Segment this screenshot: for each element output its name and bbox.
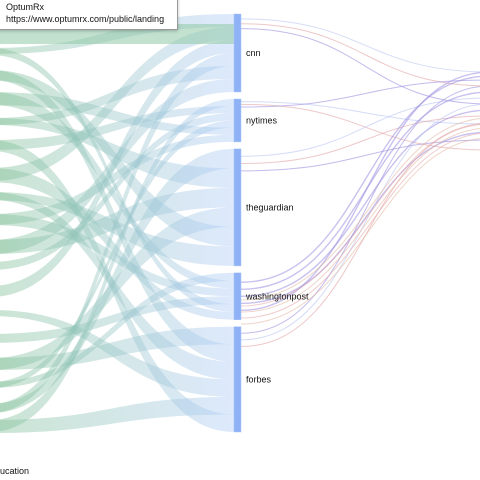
left-link[interactable]	[0, 27, 234, 181]
right-link[interactable]	[240, 23, 480, 87]
node-forbes[interactable]	[233, 326, 242, 433]
tooltip-url: https://www.optumrx.com/public/landing	[6, 14, 165, 24]
node-nytimes[interactable]	[233, 98, 242, 143]
node-washingtonpost[interactable]	[233, 272, 242, 320]
left-node-label-partial: ucation	[0, 466, 30, 476]
hover-tooltip: OptumRx https://www.optumrx.com/public/l…	[0, 0, 178, 30]
right-link[interactable]	[240, 138, 480, 325]
right-link[interactable]	[240, 123, 480, 307]
left-link[interactable]	[0, 310, 234, 397]
right-link[interactable]	[240, 128, 480, 313]
right-link[interactable]	[240, 18, 480, 73]
node-label-nytimes: nytimes	[246, 115, 278, 125]
right-link[interactable]	[240, 76, 480, 283]
right-link[interactable]	[240, 110, 480, 297]
right-link[interactable]	[240, 131, 480, 305]
left-link[interactable]	[0, 396, 234, 433]
node-group	[233, 13, 242, 433]
tooltip-title: OptumRx	[6, 2, 45, 12]
left-link[interactable]	[0, 134, 234, 225]
right-link[interactable]	[240, 133, 480, 319]
right-link[interactable]	[240, 79, 480, 108]
node-label-group: cnn nytimes theguardian washingtonpost forbe…	[245, 48, 309, 384]
node-cnn[interactable]	[233, 13, 242, 93]
right-link[interactable]	[240, 28, 480, 105]
right-link[interactable]	[240, 104, 480, 341]
left-link[interactable]	[0, 106, 234, 150]
left-link[interactable]	[0, 66, 234, 125]
right-link[interactable]	[240, 103, 480, 151]
node-label-washingtonpost: washingtonpost	[245, 291, 309, 301]
right-link[interactable]	[240, 72, 480, 312]
right-link[interactable]	[240, 124, 480, 347]
left-link-group	[0, 14, 234, 433]
left-link[interactable]	[0, 192, 234, 380]
right-link[interactable]	[240, 139, 480, 172]
right-link[interactable]	[240, 118, 480, 301]
left-link[interactable]	[0, 296, 234, 343]
left-link[interactable]	[0, 70, 234, 247]
node-label-cnn: cnn	[246, 48, 261, 58]
left-link[interactable]	[0, 168, 234, 320]
right-link[interactable]	[240, 101, 480, 125]
left-link[interactable]	[0, 118, 234, 188]
node-theguardian[interactable]	[233, 148, 242, 267]
right-link-group	[240, 18, 480, 347]
node-label-theguardian: theguardian	[246, 202, 294, 212]
right-link[interactable]	[240, 86, 480, 334]
node-label-forbes: forbes	[246, 374, 272, 384]
